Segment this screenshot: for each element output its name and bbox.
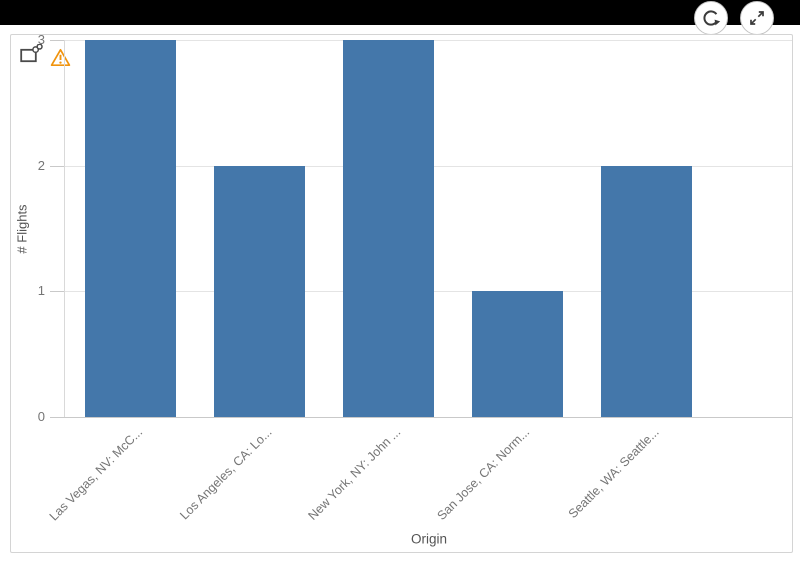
x-category-label[interactable]: Seattle, WA: Seattle... — [565, 425, 662, 522]
x-category-label[interactable]: Los Angeles, CA: Lo... — [177, 425, 275, 523]
y-tick — [50, 40, 64, 41]
bar[interactable] — [85, 40, 176, 417]
warning-icon[interactable] — [50, 48, 71, 72]
bar[interactable] — [601, 166, 692, 417]
x-category-label[interactable]: New York, NY: John ... — [305, 425, 404, 523]
bar[interactable] — [472, 291, 563, 417]
chart-card: 0 1 2 3 Las Vegas, NV: McC... Los Angeles, CA… — [10, 34, 793, 553]
refresh-button[interactable] — [694, 1, 728, 35]
x-category-label[interactable]: San Jose, CA: Norm... — [434, 425, 533, 523]
expand-button[interactable] — [740, 1, 774, 35]
y-axis-line — [64, 40, 65, 417]
y-axis-title: # Flights — [14, 204, 30, 254]
bar[interactable] — [214, 166, 305, 417]
y-tick — [50, 417, 64, 418]
x-axis-baseline — [64, 417, 792, 418]
y-tick-label: 1 — [37, 283, 45, 298]
x-axis-title: Origin — [410, 531, 448, 547]
y-tick — [50, 291, 64, 292]
link-icon — [20, 43, 43, 69]
y-tick-label: 0 — [37, 409, 45, 424]
expand-icon — [750, 11, 764, 25]
bar[interactable] — [343, 40, 434, 417]
refresh-icon — [703, 10, 721, 26]
x-category-label[interactable]: Las Vegas, NV: McC... — [46, 425, 146, 524]
y-tick — [50, 166, 64, 167]
y-tick-label: 3 — [37, 34, 45, 47]
y-tick-label: 2 — [37, 158, 45, 173]
topbar — [0, 0, 800, 25]
